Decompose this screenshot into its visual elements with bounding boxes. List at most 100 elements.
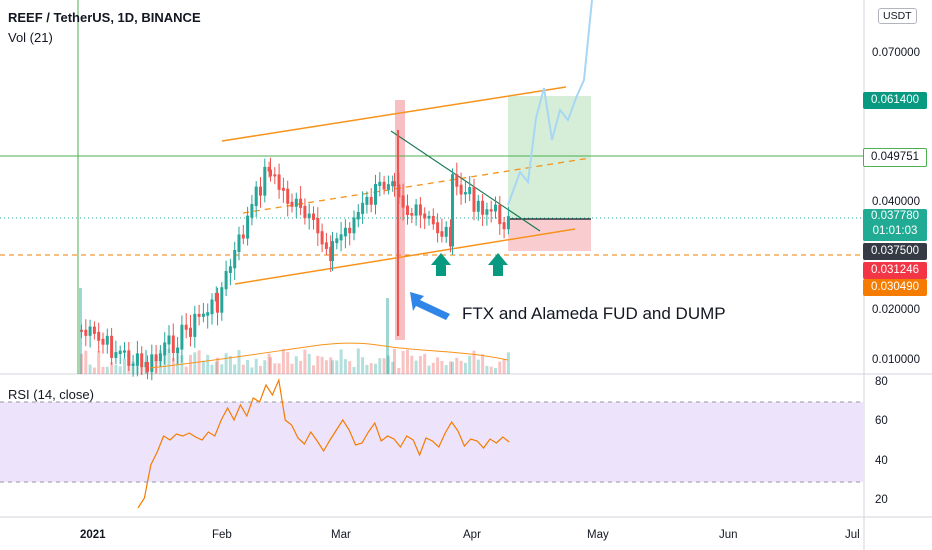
volume-bar bbox=[468, 355, 472, 374]
time-axis-label: May bbox=[587, 529, 609, 541]
volume-bar bbox=[214, 361, 218, 374]
volume-bar bbox=[294, 356, 298, 374]
currency-button[interactable]: USDT bbox=[878, 8, 917, 24]
candle-body bbox=[423, 213, 427, 219]
price-tag-target: 0.061400 bbox=[863, 92, 927, 109]
rsi-axis-label: 20 bbox=[875, 494, 888, 506]
time-axis-label: Jul bbox=[845, 529, 860, 541]
candle-body bbox=[463, 192, 467, 195]
volume-bar bbox=[378, 358, 382, 374]
candle-body bbox=[410, 213, 414, 216]
candle-body bbox=[498, 204, 502, 225]
volume-bar bbox=[303, 349, 307, 374]
volume-bar bbox=[418, 356, 422, 374]
candle-body bbox=[481, 200, 485, 215]
symbol-title[interactable]: REEF / TetherUS, 1D, BINANCE bbox=[8, 10, 201, 25]
candle-body bbox=[378, 181, 382, 187]
price-axis-label: 0.070000 bbox=[872, 47, 920, 59]
volume-bar bbox=[114, 364, 118, 374]
candle-body bbox=[312, 213, 315, 220]
candle-body bbox=[294, 198, 298, 207]
volume-bar bbox=[88, 364, 92, 374]
volume-bar bbox=[401, 351, 405, 374]
volume-bar bbox=[414, 360, 418, 374]
volume-bar bbox=[189, 354, 192, 374]
candle-body bbox=[299, 198, 303, 208]
candle-body bbox=[427, 215, 431, 219]
rsi-axis-label: 40 bbox=[875, 455, 888, 467]
volume-ma-line bbox=[149, 342, 509, 369]
volume-indicator-label[interactable]: Vol (21) bbox=[8, 30, 53, 45]
candle-body bbox=[281, 187, 285, 191]
volume-bar bbox=[290, 363, 294, 374]
candle-body bbox=[286, 188, 290, 204]
candle-body bbox=[361, 202, 365, 214]
candle-body bbox=[303, 205, 307, 219]
volume-bar bbox=[459, 360, 463, 374]
volume-bar bbox=[320, 356, 324, 374]
candle-body bbox=[329, 246, 333, 262]
time-axis-label: Mar bbox=[331, 529, 351, 541]
countdown-timer: 01:01:03 bbox=[872, 225, 918, 237]
volume-bar bbox=[352, 366, 356, 374]
volume-bar bbox=[118, 366, 122, 374]
candle-body bbox=[224, 270, 228, 290]
candle-body bbox=[440, 231, 444, 237]
volume-bar bbox=[110, 362, 114, 374]
candle-body bbox=[352, 217, 356, 234]
volume-bar bbox=[176, 349, 180, 374]
volume-bar bbox=[146, 367, 149, 374]
volume-bar bbox=[423, 353, 427, 374]
candle-body bbox=[184, 324, 188, 330]
volume-bar bbox=[374, 363, 377, 374]
candle-body bbox=[324, 242, 328, 249]
rsi-indicator-label[interactable]: RSI (14, close) bbox=[8, 387, 94, 402]
candle-body bbox=[406, 205, 409, 216]
volume-bar bbox=[331, 360, 334, 374]
volume-bar bbox=[410, 355, 414, 374]
candle-body bbox=[386, 184, 390, 190]
candle-body bbox=[97, 331, 101, 341]
candle-body bbox=[206, 312, 210, 316]
candle-body bbox=[114, 352, 118, 358]
volume-bar bbox=[365, 364, 369, 374]
candle-body bbox=[167, 335, 171, 345]
volume-bar bbox=[476, 359, 480, 374]
rsi-band bbox=[0, 402, 864, 482]
volume-bar bbox=[193, 352, 197, 374]
volume-spike bbox=[79, 288, 82, 374]
volume-bar bbox=[307, 353, 311, 374]
candle-body bbox=[391, 181, 395, 187]
candle-body bbox=[267, 166, 271, 172]
rsi-axis-label: 80 bbox=[875, 376, 888, 388]
volume-bar bbox=[397, 367, 401, 374]
candle-body bbox=[339, 234, 343, 241]
candle-body bbox=[163, 342, 167, 356]
volume-bar bbox=[210, 364, 214, 374]
volume-bar bbox=[472, 350, 476, 374]
volume-bar bbox=[431, 362, 435, 374]
volume-bar bbox=[391, 361, 395, 374]
volume-bar bbox=[382, 358, 386, 374]
candle-body bbox=[436, 222, 440, 234]
candle-body bbox=[382, 181, 386, 190]
volume-bar bbox=[356, 348, 360, 374]
volume-bar bbox=[184, 366, 188, 374]
candle-body bbox=[101, 338, 105, 345]
up-arrow-icon bbox=[488, 253, 508, 276]
volume-bar bbox=[277, 363, 281, 374]
candle-body bbox=[88, 326, 92, 336]
stop-zone bbox=[508, 219, 591, 251]
candle-body bbox=[180, 324, 184, 350]
price-axis-label: 0.010000 bbox=[872, 354, 920, 366]
volume-bar bbox=[324, 360, 328, 374]
volume-bar bbox=[481, 354, 485, 374]
candle-body bbox=[343, 227, 347, 237]
candle-body bbox=[489, 209, 493, 212]
volume-bar bbox=[335, 360, 339, 374]
chart-header: REEF / TetherUS, 1D, BINANCE Vol (21) bbox=[8, 8, 201, 48]
candle-body bbox=[485, 209, 489, 215]
candle-body bbox=[146, 361, 149, 372]
